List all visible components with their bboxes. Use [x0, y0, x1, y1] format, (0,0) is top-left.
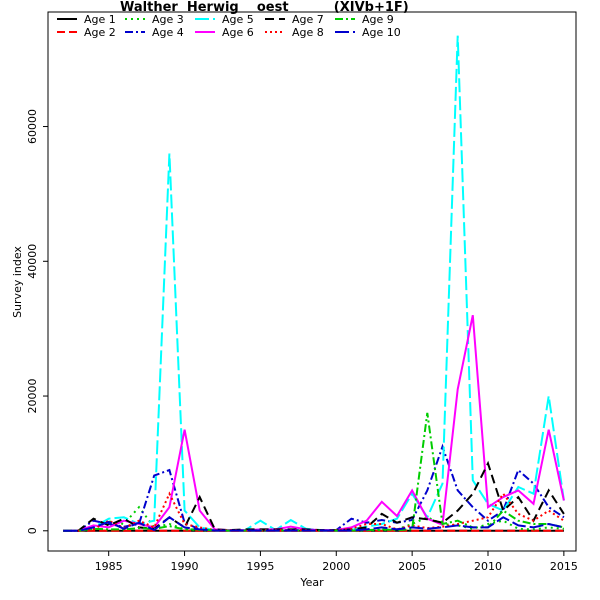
- legend-item-age-6: Age 6: [195, 26, 254, 39]
- legend-item-age-4: Age 4: [125, 26, 184, 39]
- series-line-age-5: [63, 35, 565, 532]
- x-tick-label: 1990: [171, 560, 199, 573]
- legend-label: Age 9: [362, 13, 394, 26]
- y-axis-label: Survey index: [11, 246, 24, 318]
- y-tick-label: 60000: [26, 109, 39, 144]
- x-tick-label: 2010: [474, 560, 502, 573]
- series-line-age-9: [63, 412, 565, 532]
- series-line-age-6: [63, 315, 565, 532]
- legend-label: Age 3: [152, 13, 184, 26]
- legend-item-age-8: Age 8: [265, 26, 324, 39]
- legend-item-age-1: Age 1: [57, 13, 116, 26]
- y-tick-label: 0: [26, 527, 39, 534]
- y-axis: 0 20000 40000 60000: [26, 109, 48, 534]
- legend-item-age-7: Age 7: [265, 13, 324, 26]
- plot-frame: [47, 11, 577, 552]
- y-tick-label: 40000: [26, 244, 39, 279]
- legend-label: Age 8: [292, 26, 324, 39]
- plot-area: [63, 35, 565, 532]
- chart-title: Walther Herwig oest (XIVb+1F): [120, 0, 409, 15]
- x-axis: 1985 1990 1995 2000 2005 2010 2015: [95, 551, 578, 573]
- legend-label: Age 5: [222, 13, 254, 26]
- legend-label: Age 10: [362, 26, 401, 39]
- legend-item-age-2: Age 2: [57, 26, 116, 39]
- x-tick-label: 2005: [398, 560, 426, 573]
- x-tick-label: 1995: [246, 560, 274, 573]
- x-tick-label: 1985: [95, 560, 123, 573]
- legend-item-age-10: Age 10: [335, 26, 401, 39]
- legend-label: Age 7: [292, 13, 324, 26]
- legend-item-age-9: Age 9: [335, 13, 394, 26]
- legend-label: Age 4: [152, 26, 184, 39]
- series-line-age-10: [63, 516, 565, 532]
- legend-label: Age 2: [84, 26, 116, 39]
- legend-item-age-5: Age 5: [195, 13, 254, 26]
- x-tick-label: 2000: [322, 560, 350, 573]
- x-tick-label: 2015: [550, 560, 578, 573]
- legend-label: Age 6: [222, 26, 254, 39]
- legend-label: Age 1: [84, 13, 116, 26]
- y-tick-label: 20000: [26, 379, 39, 414]
- series-line-age-4: [63, 443, 565, 532]
- legend-item-age-3: Age 3: [125, 13, 184, 26]
- x-axis-label: Year: [299, 576, 324, 589]
